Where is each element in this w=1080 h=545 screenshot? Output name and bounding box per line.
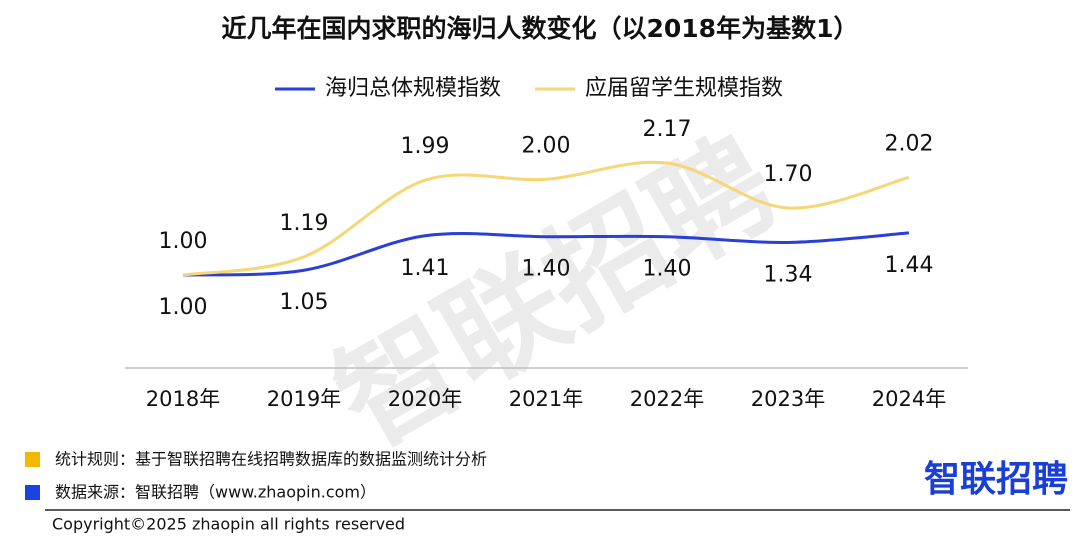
data-label: 1.70	[764, 162, 813, 187]
note-text: 数据来源：智联招聘（www.zhaopin.com）	[55, 483, 376, 502]
legend-label: 海归总体规模指数	[325, 76, 501, 101]
data-label: 1.05	[280, 290, 329, 315]
note-text: 统计规则：基于智联招聘在线招聘数据库的数据监测统计分析	[55, 450, 487, 469]
data-label: 2.00	[522, 133, 571, 158]
series-line	[182, 160, 910, 277]
x-tick-label: 2020年	[388, 387, 462, 411]
x-tick-label: 2021年	[509, 387, 583, 411]
data-label: 1.41	[401, 256, 450, 281]
copyright: Copyright©2025 zhaopin all rights reserv…	[52, 515, 405, 534]
x-tick-label: 2018年	[146, 387, 220, 411]
data-label: 2.17	[643, 117, 692, 142]
note-marker	[25, 452, 40, 467]
data-label: 1.40	[643, 257, 692, 282]
legend-label: 应届留学生规模指数	[585, 76, 783, 101]
x-tick-label: 2023年	[751, 387, 825, 411]
data-label: 1.00	[159, 295, 208, 320]
watermark: 智联招聘	[314, 113, 799, 473]
logo: 智联招聘	[924, 459, 1068, 500]
data-label: 1.34	[764, 262, 813, 287]
note-marker	[25, 485, 40, 500]
x-tick-label: 2024年	[872, 387, 946, 411]
x-tick-label: 2022年	[630, 387, 704, 411]
chart-title: 近几年在国内求职的海归人数变化（以2018年为基数1）	[222, 14, 859, 43]
series-line	[182, 231, 910, 277]
data-label: 1.00	[159, 229, 208, 254]
data-label: 1.40	[522, 257, 571, 282]
data-label: 1.44	[885, 253, 934, 278]
data-label: 1.99	[401, 134, 450, 159]
x-tick-label: 2019年	[267, 387, 341, 411]
data-label: 1.19	[280, 211, 329, 236]
data-label: 2.02	[885, 131, 934, 156]
